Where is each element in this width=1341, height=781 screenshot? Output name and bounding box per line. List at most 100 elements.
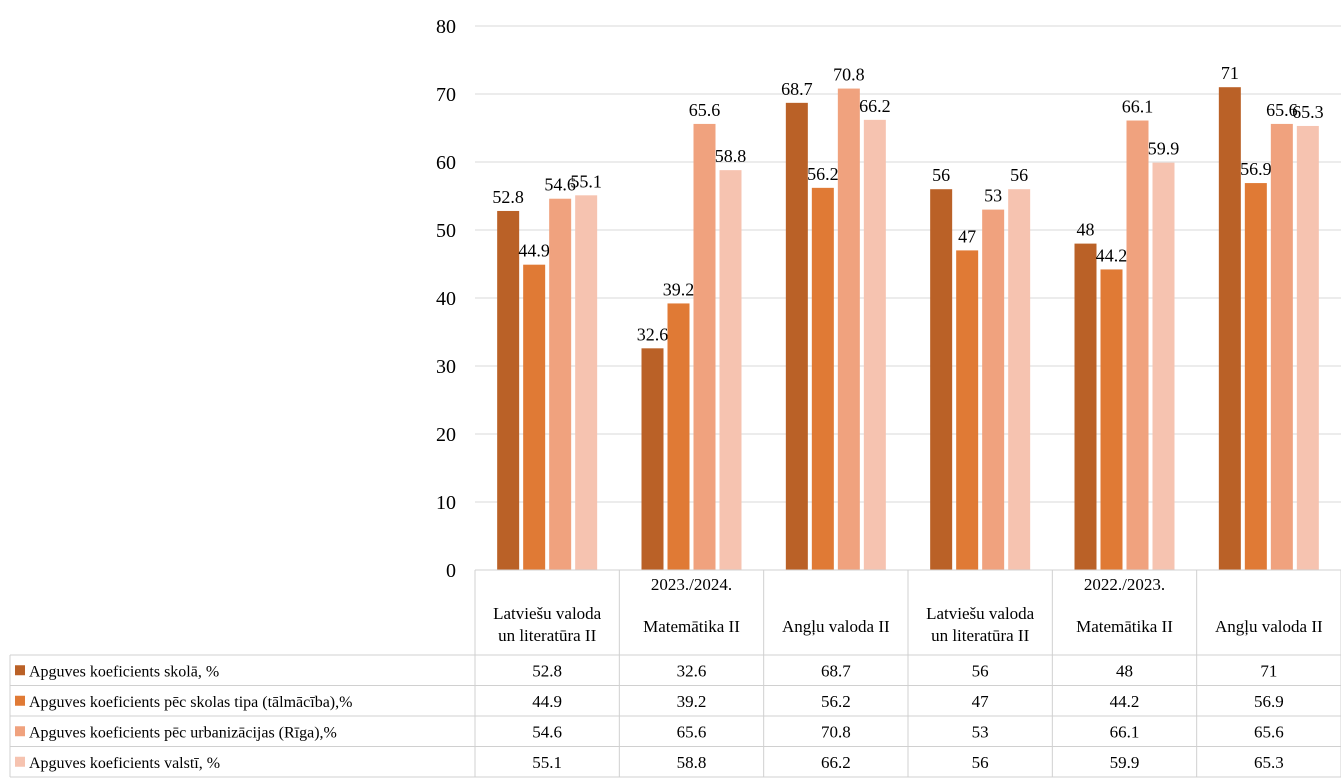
data-label: 39.2 bbox=[663, 279, 695, 299]
bar bbox=[549, 198, 572, 570]
legend-entry: Apguves koeficients skolā, % bbox=[29, 663, 219, 680]
bar bbox=[930, 189, 953, 570]
table-cell: 39.2 bbox=[677, 692, 707, 711]
data-label: 47 bbox=[958, 226, 976, 246]
table-cell: 32.6 bbox=[677, 661, 707, 680]
data-label: 52.8 bbox=[492, 187, 524, 207]
bar bbox=[1008, 189, 1031, 570]
bar bbox=[1244, 183, 1267, 570]
group-label: 2022./2023. bbox=[1084, 575, 1165, 594]
category-label: Latviešu valoda bbox=[493, 604, 602, 623]
table-cell: 56 bbox=[972, 661, 989, 680]
data-label: 44.2 bbox=[1096, 245, 1128, 265]
y-tick-label: 40 bbox=[436, 288, 456, 310]
bar bbox=[1152, 162, 1175, 570]
category-label: Angļu valoda II bbox=[1215, 617, 1323, 636]
bar bbox=[1126, 120, 1149, 571]
category-label: Matemātika II bbox=[643, 617, 740, 636]
table-cell: 56 bbox=[972, 753, 989, 772]
data-label: 32.6 bbox=[637, 324, 669, 344]
bar bbox=[1100, 269, 1123, 570]
table-cell: 58.8 bbox=[677, 753, 707, 772]
data-label: 53 bbox=[984, 186, 1002, 206]
y-tick-label: 0 bbox=[446, 560, 456, 582]
table-cell: 70.8 bbox=[821, 722, 851, 741]
y-tick-label: 10 bbox=[436, 492, 456, 514]
table-cell: 54.6 bbox=[532, 722, 562, 741]
data-label: 55.1 bbox=[570, 171, 602, 191]
y-tick-label: 80 bbox=[436, 16, 456, 38]
legend-swatch bbox=[15, 726, 25, 737]
table-cell: 44.2 bbox=[1110, 692, 1140, 711]
table-cell: 47 bbox=[972, 692, 990, 711]
category-label: Matemātika II bbox=[1076, 617, 1173, 636]
y-tick-label: 50 bbox=[436, 220, 456, 242]
data-label: 56 bbox=[932, 165, 950, 185]
data-label: 70.8 bbox=[833, 65, 865, 85]
table-cell: 55.1 bbox=[532, 753, 562, 772]
legend-swatch bbox=[15, 756, 25, 767]
data-label: 65.3 bbox=[1292, 102, 1324, 122]
data-label: 44.9 bbox=[518, 241, 550, 261]
table-cell: 71 bbox=[1260, 661, 1277, 680]
y-tick-label: 30 bbox=[436, 356, 456, 378]
table-cell: 56.2 bbox=[821, 692, 851, 711]
bar bbox=[1074, 243, 1097, 570]
category-label: Latviešu valoda bbox=[926, 604, 1035, 623]
data-label: 54.6 bbox=[544, 175, 576, 195]
data-label: 66.2 bbox=[859, 96, 891, 116]
y-tick-label: 20 bbox=[436, 424, 456, 446]
data-label: 58.8 bbox=[715, 146, 747, 166]
bar bbox=[575, 195, 598, 570]
data-label: 56.9 bbox=[1240, 159, 1272, 179]
table-cell: 65.6 bbox=[677, 722, 707, 741]
data-label: 68.7 bbox=[781, 79, 813, 99]
group-label: 2023./2024. bbox=[651, 575, 732, 594]
bar bbox=[641, 348, 664, 570]
category-label: un literatūra II bbox=[931, 626, 1030, 645]
category-label: un literatūra II bbox=[498, 626, 597, 645]
bar bbox=[1270, 123, 1293, 571]
bar bbox=[1296, 125, 1319, 571]
bar bbox=[667, 303, 690, 570]
table-cell: 65.6 bbox=[1254, 722, 1284, 741]
bar bbox=[811, 187, 834, 570]
bar bbox=[956, 250, 979, 570]
data-label: 65.6 bbox=[689, 100, 721, 120]
table-cell: 56.9 bbox=[1254, 692, 1284, 711]
y-tick-label: 60 bbox=[436, 152, 456, 174]
data-label: 59.9 bbox=[1148, 139, 1180, 159]
table-cell: 66.2 bbox=[821, 753, 851, 772]
data-label: 71 bbox=[1221, 63, 1239, 83]
bar bbox=[982, 209, 1005, 570]
bar bbox=[693, 123, 716, 571]
bar bbox=[785, 102, 808, 570]
table-cell: 66.1 bbox=[1110, 722, 1140, 741]
legend-swatch bbox=[15, 665, 25, 676]
table-cell: 65.3 bbox=[1254, 753, 1284, 772]
legend-entry: Apguves koeficients pēc urbanizācijas (R… bbox=[29, 724, 337, 741]
table-cell: 48 bbox=[1116, 661, 1133, 680]
data-label: 65.6 bbox=[1266, 100, 1298, 120]
bar bbox=[1218, 87, 1241, 570]
table-cell: 52.8 bbox=[532, 661, 562, 680]
bar bbox=[837, 88, 860, 570]
table-cell: 68.7 bbox=[821, 661, 851, 680]
category-label: Angļu valoda II bbox=[782, 617, 890, 636]
data-label: 56 bbox=[1010, 165, 1028, 185]
data-label: 56.2 bbox=[807, 164, 839, 184]
y-tick-label: 70 bbox=[436, 84, 456, 106]
table-cell: 59.9 bbox=[1110, 753, 1140, 772]
data-label: 48 bbox=[1077, 220, 1095, 240]
bar bbox=[523, 264, 546, 570]
legend-entry: Apguves koeficients pēc skolas tipa (tāl… bbox=[29, 694, 352, 711]
legend-swatch bbox=[15, 695, 25, 706]
table-cell: 44.9 bbox=[532, 692, 562, 711]
legend-entry: Apguves koeficients valstī, % bbox=[29, 755, 220, 772]
bar bbox=[719, 170, 742, 570]
table-cell: 53 bbox=[972, 722, 989, 741]
bar bbox=[497, 210, 520, 570]
data-label: 66.1 bbox=[1122, 97, 1154, 117]
bar bbox=[863, 119, 886, 570]
